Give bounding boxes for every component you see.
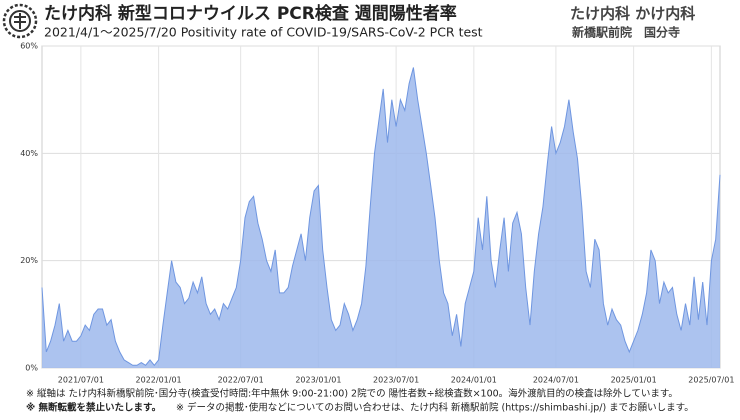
x-tick-label: 2023/01/01 — [295, 376, 341, 385]
y-tick-label: 40% — [20, 149, 38, 158]
x-tick-label: 2022/07/01 — [218, 376, 264, 385]
y-tick-label: 0% — [25, 364, 38, 373]
x-tick-label: 2025/07/01 — [688, 376, 734, 385]
brand: たけ内科 かけ内科 — [570, 5, 695, 23]
x-tick-label: 2024/01/01 — [451, 376, 497, 385]
subtitle: 2021/4/1〜2025/7/20 Positivity rate of CO… — [44, 25, 483, 40]
title: たけ内科 新型コロナウイルス PCR検査 週間陽性者率 — [44, 3, 457, 24]
x-tick-label: 2022/01/01 — [136, 376, 182, 385]
note: ※ 縦軸は たけ内科新橋駅前院･国分寺(検査受付時間:年中無休 9:00-21:… — [26, 388, 678, 400]
line — [41, 67, 721, 367]
x-tick-label: 2021/07/01 — [58, 376, 104, 385]
note: ※ データの掲載･使用などについてのお問い合わせは、たけ内科 新橋駅前院 (ht… — [176, 402, 694, 414]
x-tick-label: 2024/07/01 — [533, 376, 579, 385]
x-tick-label: 2025/01/01 — [611, 376, 657, 385]
y-tick-label: 60% — [20, 42, 38, 51]
area — [42, 67, 720, 368]
clinics: 新橋駅前院 国分寺 — [572, 25, 680, 40]
note: ※ 無断転載を禁止いたします。 — [26, 402, 161, 414]
logo — [2, 3, 38, 39]
x-tick-label: 2023/07/01 — [373, 376, 419, 385]
y-tick-label: 20% — [20, 256, 38, 265]
